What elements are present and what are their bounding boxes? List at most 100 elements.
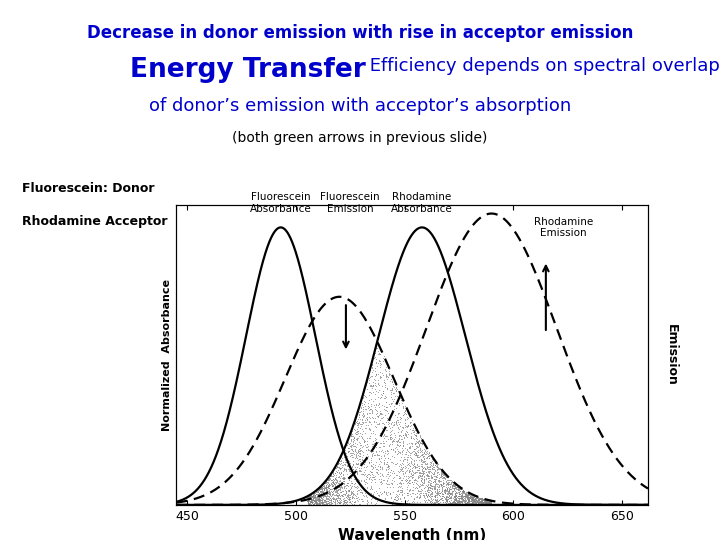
Point <box>361 497 373 506</box>
Point <box>314 495 325 503</box>
Point <box>320 477 332 486</box>
Point <box>349 420 361 428</box>
Point <box>366 473 378 482</box>
Point <box>402 444 414 453</box>
Point <box>345 490 356 499</box>
Point <box>420 482 431 491</box>
Point <box>446 499 457 508</box>
Point <box>374 443 386 451</box>
Point <box>469 495 481 504</box>
Point <box>366 468 377 476</box>
Point <box>397 463 408 471</box>
Point <box>467 497 478 506</box>
Point <box>470 501 482 509</box>
Point <box>322 487 333 496</box>
Point <box>353 500 364 508</box>
Point <box>401 456 413 465</box>
Point <box>456 492 467 501</box>
Point <box>369 404 381 413</box>
Point <box>310 493 321 502</box>
Point <box>331 491 343 500</box>
Point <box>357 413 369 422</box>
Point <box>480 500 492 508</box>
Point <box>363 379 374 387</box>
Point <box>420 490 431 499</box>
Point <box>396 464 408 472</box>
Point <box>408 445 419 454</box>
Point <box>328 482 339 490</box>
Point <box>429 483 441 492</box>
Point <box>372 465 384 474</box>
Point <box>401 432 413 441</box>
Point <box>426 489 438 498</box>
Point <box>405 454 417 462</box>
Point <box>426 455 438 463</box>
Point <box>415 468 426 477</box>
Point <box>367 429 379 438</box>
Point <box>366 360 378 368</box>
Point <box>442 479 454 488</box>
Point <box>437 500 449 508</box>
Point <box>391 493 402 502</box>
Point <box>480 501 492 509</box>
Point <box>361 377 373 386</box>
Point <box>343 472 355 481</box>
Point <box>320 477 332 485</box>
Point <box>419 457 431 465</box>
Point <box>392 483 404 491</box>
Point <box>429 498 441 507</box>
Point <box>346 435 357 444</box>
Point <box>479 498 490 507</box>
Point <box>450 492 462 501</box>
Point <box>330 494 342 502</box>
Point <box>346 443 357 451</box>
Point <box>392 449 403 457</box>
Point <box>446 481 458 489</box>
Point <box>472 495 484 504</box>
Point <box>395 467 406 475</box>
Point <box>440 492 451 501</box>
Point <box>433 465 445 474</box>
Point <box>457 486 469 495</box>
Point <box>444 489 455 498</box>
Point <box>347 460 359 469</box>
Point <box>451 501 463 509</box>
Point <box>424 481 436 490</box>
Point <box>360 417 372 426</box>
Point <box>320 491 331 500</box>
Point <box>405 489 416 498</box>
Point <box>320 478 331 487</box>
Point <box>323 480 334 488</box>
Point <box>408 428 420 436</box>
Point <box>351 443 362 451</box>
Point <box>382 491 393 500</box>
Point <box>360 491 372 500</box>
Point <box>413 453 425 462</box>
Point <box>400 476 411 485</box>
Point <box>467 493 479 502</box>
Point <box>405 459 417 468</box>
Point <box>433 484 444 493</box>
Point <box>374 462 385 470</box>
Point <box>452 486 464 495</box>
Point <box>325 471 337 480</box>
Point <box>427 457 438 465</box>
Point <box>333 489 344 497</box>
Point <box>446 500 457 509</box>
Point <box>377 427 389 435</box>
Point <box>409 468 420 477</box>
Point <box>338 497 349 506</box>
Point <box>345 478 356 487</box>
Point <box>317 498 328 507</box>
Point <box>456 494 467 503</box>
Point <box>433 490 445 499</box>
Point <box>406 441 418 450</box>
Point <box>423 488 435 496</box>
Point <box>410 476 422 484</box>
Point <box>367 388 379 396</box>
Point <box>315 483 326 492</box>
Point <box>345 489 356 498</box>
Point <box>398 410 410 418</box>
Point <box>379 363 391 372</box>
Point <box>318 496 330 505</box>
